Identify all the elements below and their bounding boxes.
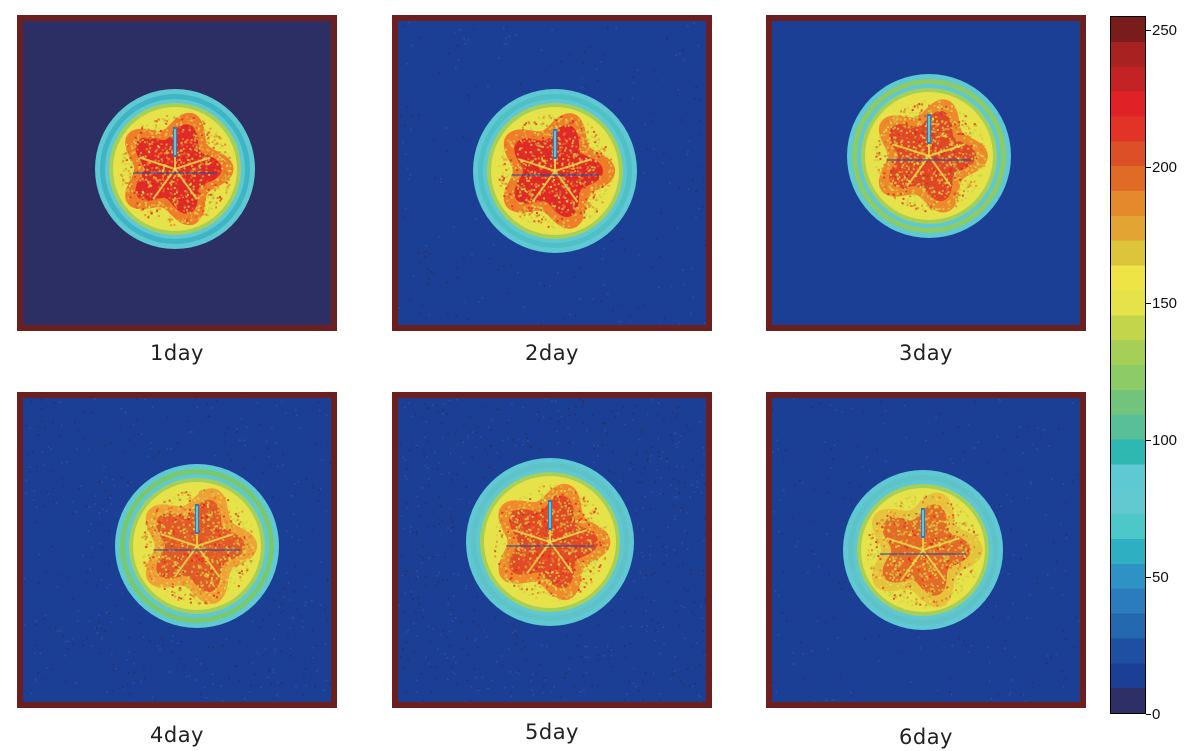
colorbar-tick-label: 250 — [1152, 22, 1178, 39]
fruit-cross-section-image — [95, 89, 255, 249]
fruit-cross-section-image — [398, 21, 706, 325]
mri-panel-day-3 — [766, 15, 1086, 331]
colorbar-tick-label: 150 — [1152, 295, 1178, 312]
panel-caption-day-1: 1day — [150, 341, 204, 365]
panel-caption-day-6: 6day — [899, 725, 953, 749]
panel-caption-day-5: 5day — [525, 720, 579, 744]
colorbar-tick-label: 0 — [1152, 706, 1161, 723]
fruit-cross-section-image — [772, 398, 1080, 702]
panel-caption-day-3: 3day — [899, 341, 953, 365]
fruit-cross-section-image — [23, 398, 331, 702]
colorbar-tick-mark — [1146, 303, 1151, 304]
panel-caption-day-4: 4day — [150, 723, 204, 747]
colorbar-tick-mark — [1146, 30, 1151, 31]
colorbar-tick-mark — [1146, 167, 1151, 168]
colorbar-tick-mark — [1146, 577, 1151, 578]
colorbar-tick-mark — [1146, 440, 1151, 441]
fruit-cross-section-image — [398, 398, 706, 702]
mri-panel-day-5 — [392, 392, 712, 708]
mri-panel-day-6 — [766, 392, 1086, 708]
mri-panel-day-1 — [17, 15, 337, 331]
mri-panel-day-4 — [17, 392, 337, 708]
colorbar-tick-label: 50 — [1152, 569, 1169, 586]
panel-caption-day-2: 2day — [525, 341, 579, 365]
intensity-colorbar — [1110, 16, 1146, 714]
colorbar-tick-mark — [1146, 714, 1151, 715]
colorbar-tick-label: 100 — [1152, 432, 1178, 449]
colorbar-tick-label: 200 — [1152, 159, 1178, 176]
fruit-cross-section-image — [847, 74, 1011, 238]
mri-panel-day-2 — [392, 15, 712, 331]
